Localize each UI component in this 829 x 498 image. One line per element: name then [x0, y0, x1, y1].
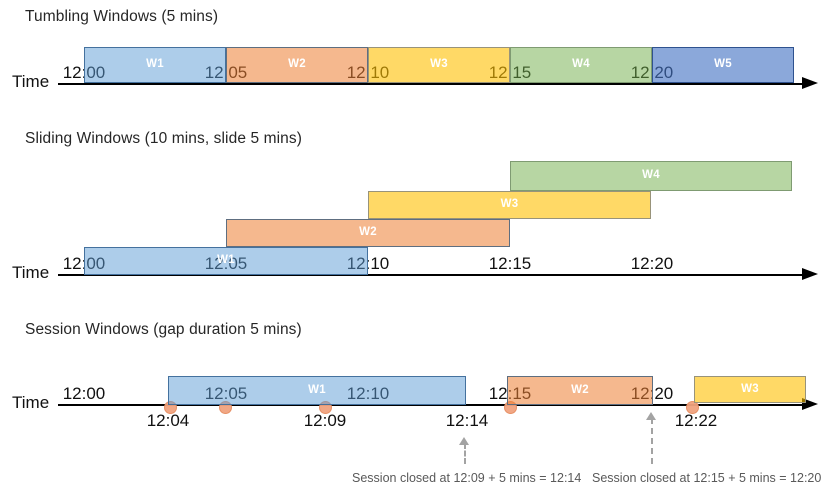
timeline-axis: [58, 83, 806, 85]
window-label: W5: [714, 58, 732, 70]
window-label: W3: [430, 58, 448, 70]
diagram-title: Sliding Windows (10 mins, slide 5 mins): [25, 130, 302, 147]
window-box-w3: [694, 376, 806, 403]
window-label: W3: [500, 198, 519, 210]
window-box-w1: [84, 247, 368, 275]
window-label: W1: [308, 383, 326, 396]
window-label: W2: [571, 383, 589, 396]
callout-arrow-up-icon: [646, 412, 656, 420]
window-box-w1: [84, 47, 226, 83]
tick-label: 12:00: [62, 384, 106, 403]
window-box-w3: [368, 47, 510, 83]
window-box-w2: [226, 219, 510, 247]
event-dot: [685, 400, 699, 414]
tick-label: 12:20: [630, 254, 674, 273]
window-label: W1: [146, 58, 164, 70]
timeline-axis: [58, 274, 806, 276]
window-box-w4: [510, 47, 652, 83]
diagram-title: Session Windows (gap duration 5 mins): [25, 321, 302, 338]
timeline-arrow-icon: [802, 77, 818, 89]
window-box-w2: [507, 376, 653, 405]
timeline-axis: [58, 404, 806, 406]
callout-text: Session closed at 12:15 + 5 mins = 12:20: [592, 471, 822, 485]
time-axis-label: Time: [12, 72, 50, 91]
window-label: W4: [642, 169, 660, 181]
callout-text: Session closed at 12:09 + 5 mins = 12:14: [352, 471, 582, 485]
window-label: W1: [217, 254, 235, 266]
event-time-label: 12:14: [445, 411, 489, 430]
window-box-w2: [226, 47, 368, 83]
window-box-w5: [652, 47, 794, 83]
window-box-w1: [168, 376, 466, 405]
event-time-label: 12:22: [674, 411, 718, 430]
callout-dashed-arrow: [464, 443, 466, 464]
time-axis-label: Time: [12, 393, 50, 412]
callout-dashed-arrow: [651, 418, 653, 464]
callout-arrow-up-icon: [459, 437, 469, 445]
window-box-w3: [368, 191, 651, 219]
diagram-title: Tumbling Windows (5 mins): [25, 8, 219, 25]
timeline-arrow-icon: [802, 268, 818, 280]
window-label: W2: [359, 226, 377, 238]
window-label: W4: [572, 58, 590, 70]
time-axis-label: Time: [12, 263, 50, 282]
window-label: W2: [288, 58, 306, 70]
tick-label: 12:15: [488, 254, 532, 273]
event-time-label: 12:04: [146, 411, 190, 430]
event-time-label: 12:09: [303, 411, 347, 430]
window-label: W3: [741, 382, 759, 395]
window-box-w4: [510, 161, 792, 191]
timeline-arrow-icon: [802, 398, 818, 410]
